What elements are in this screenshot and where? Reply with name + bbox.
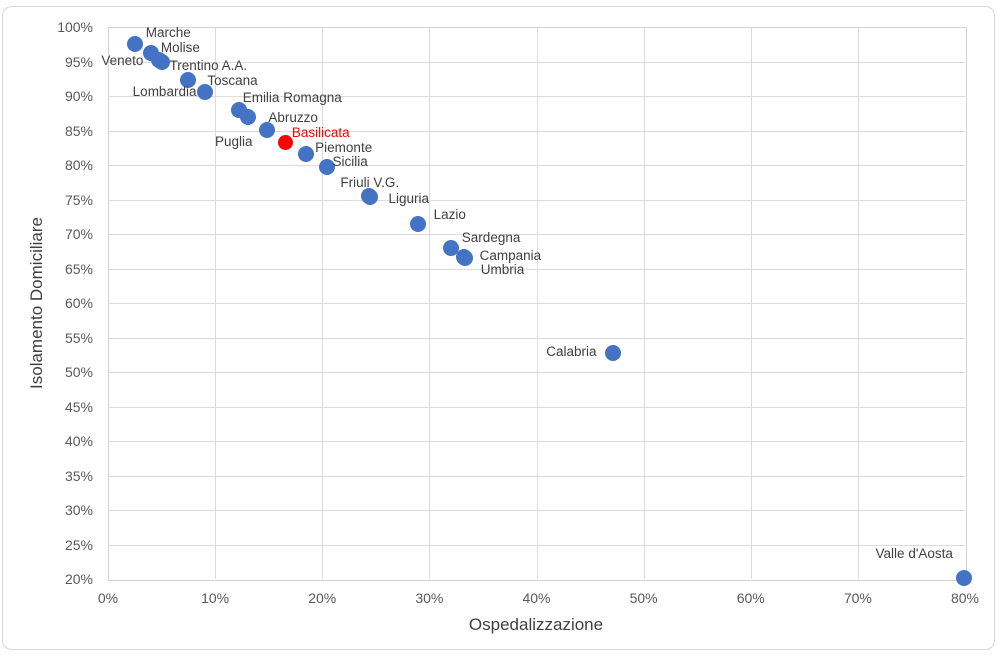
data-point-calabria xyxy=(604,344,621,361)
point-label-basilicata: Basilicata xyxy=(291,124,350,140)
y-tick-label: 75% xyxy=(64,191,93,208)
plot-area xyxy=(108,27,967,581)
point-label-toscana: Toscana xyxy=(207,73,258,89)
y-tick-label: 20% xyxy=(64,571,93,587)
point-label-emilia-romagna: Emilia Romagna xyxy=(242,89,342,105)
x-tick-label: 40% xyxy=(522,590,551,606)
data-point-valle-d-aosta xyxy=(955,570,972,587)
y-tick-label: 65% xyxy=(64,260,93,277)
x-tick-label: 70% xyxy=(843,590,872,606)
y-tick-label: 25% xyxy=(64,536,93,553)
y-tick-label: 80% xyxy=(64,157,93,173)
x-tick-label: 20% xyxy=(308,590,337,606)
grid-line-horizontal xyxy=(108,234,965,235)
data-point-liguria xyxy=(362,188,379,205)
grid-line-horizontal xyxy=(108,199,965,201)
grid-line-horizontal xyxy=(108,372,965,373)
x-tick-label: 50% xyxy=(629,590,658,606)
y-tick-label: 55% xyxy=(64,329,93,346)
x-tick-label: 10% xyxy=(201,590,230,606)
point-label-puglia: Puglia xyxy=(215,133,253,149)
point-label-friuli-v-g-: Friuli V.G. xyxy=(340,175,400,191)
grid-line-horizontal xyxy=(108,268,965,270)
y-tick-label: 35% xyxy=(64,467,93,484)
y-tick-label: 50% xyxy=(64,364,93,380)
x-axis-title: Ospedalizzazione xyxy=(468,615,604,634)
data-point-lombardia xyxy=(197,83,214,100)
point-label-veneto: Veneto xyxy=(101,53,144,69)
point-label-calabria: Calabria xyxy=(546,343,597,359)
grid-line-horizontal xyxy=(108,510,965,511)
x-tick-label: 80% xyxy=(950,590,980,606)
y-tick-label: 40% xyxy=(64,433,93,449)
y-tick-label: 90% xyxy=(64,88,93,104)
grid-line-horizontal xyxy=(108,544,965,546)
grid-line-horizontal xyxy=(108,61,965,63)
x-tick-label: 60% xyxy=(736,590,765,606)
grid-line-horizontal xyxy=(108,441,965,442)
y-tick-label: 100% xyxy=(57,19,93,35)
data-point-trentino-a-a- xyxy=(153,53,170,70)
point-label-valle-d-aosta: Valle d'Aosta xyxy=(875,546,953,562)
grid-line-horizontal xyxy=(108,96,965,97)
data-point-abruzzo xyxy=(240,109,257,126)
point-label-marche: Marche xyxy=(145,24,191,40)
x-tick-label: 0% xyxy=(97,590,119,606)
y-tick-label: 85% xyxy=(64,122,93,139)
data-point-toscana xyxy=(180,72,197,89)
point-label-lazio: Lazio xyxy=(433,207,466,223)
data-point-sicilia xyxy=(318,159,335,176)
point-label-trentino-a-a-: Trentino A.A. xyxy=(169,57,248,73)
grid-line-horizontal xyxy=(108,303,965,304)
data-point-puglia xyxy=(258,121,275,138)
y-tick-label: 95% xyxy=(64,53,93,70)
point-label-sicilia: Sicilia xyxy=(332,154,368,170)
data-point-marche xyxy=(126,35,143,52)
point-label-abruzzo: Abruzzo xyxy=(268,110,318,126)
y-tick-label: 60% xyxy=(64,295,93,311)
grid-line-horizontal xyxy=(108,337,965,339)
y-tick-label: 30% xyxy=(64,502,93,518)
y-tick-label: 45% xyxy=(64,398,93,415)
point-label-lombardia: Lombardia xyxy=(132,83,197,99)
point-label-molise: Molise xyxy=(160,39,200,55)
point-label-campania: Campania xyxy=(479,248,542,264)
grid-line-horizontal xyxy=(108,406,965,408)
data-point-piemonte xyxy=(298,145,315,162)
point-label-umbria: Umbria xyxy=(480,262,525,278)
data-point-lazio xyxy=(409,216,426,233)
y-axis-title: Isolamento Domiciliare xyxy=(27,217,46,389)
x-tick-label: 30% xyxy=(415,590,444,606)
grid-line-horizontal xyxy=(108,475,965,477)
data-point-sardegna xyxy=(442,240,459,257)
data-point-umbria xyxy=(456,250,473,267)
grid-line-horizontal xyxy=(108,165,965,166)
data-point-basilicata xyxy=(278,135,294,151)
point-label-sardegna: Sardegna xyxy=(461,230,521,246)
y-tick-label: 70% xyxy=(64,226,93,242)
point-label-liguria: Liguria xyxy=(388,190,429,206)
point-label-piemonte: Piemonte xyxy=(315,139,373,155)
grid-line-horizontal xyxy=(108,130,965,132)
chart-border xyxy=(2,6,995,650)
